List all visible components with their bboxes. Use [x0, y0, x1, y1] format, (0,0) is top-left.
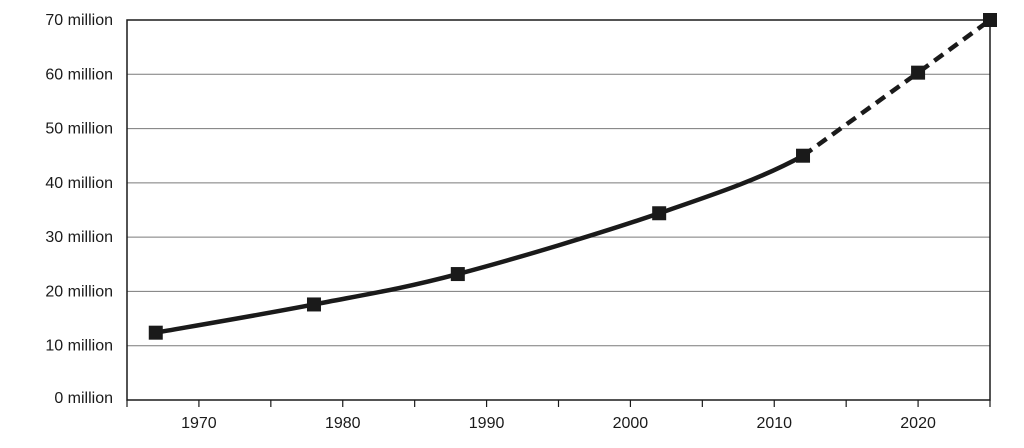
x-tick-label: 2000: [613, 415, 649, 432]
data-point-marker: [652, 206, 667, 221]
x-tick-label: 2010: [756, 415, 792, 432]
x-axis: 1970 1980 1990 2000 2010 2020: [126, 400, 991, 432]
data-point-marker: [148, 325, 163, 340]
data-point-marker: [911, 65, 926, 80]
data-point-marker: [450, 267, 465, 282]
y-tick-label: 30 million: [45, 229, 113, 246]
series-line-projected: [801, 18, 992, 158]
y-tick-label: 20 million: [45, 283, 113, 300]
y-tick-label: 60 million: [45, 66, 113, 83]
y-tick-label: 10 million: [45, 338, 113, 355]
y-axis-tick-labels: 0 million 10 million 20 million 30 million 4…: [45, 12, 113, 407]
x-tick-label: 2020: [900, 415, 936, 432]
plot-frame: [126, 19, 991, 401]
gridlines: [127, 19, 990, 347]
x-tick-label: 1990: [469, 415, 505, 432]
data-point-marker: [306, 297, 321, 312]
y-tick-label: 70 million: [45, 12, 113, 29]
y-tick-label: 40 million: [45, 175, 113, 192]
y-tick-label: 50 million: [45, 121, 113, 138]
x-tick-label: 1970: [181, 415, 217, 432]
data-point-markers: [148, 13, 997, 340]
x-tick-label: 1980: [325, 415, 361, 432]
series-line: [153, 18, 992, 335]
data-point-marker: [796, 148, 811, 163]
series-line-actual: [153, 153, 806, 335]
y-tick-label: 0 million: [54, 390, 113, 407]
